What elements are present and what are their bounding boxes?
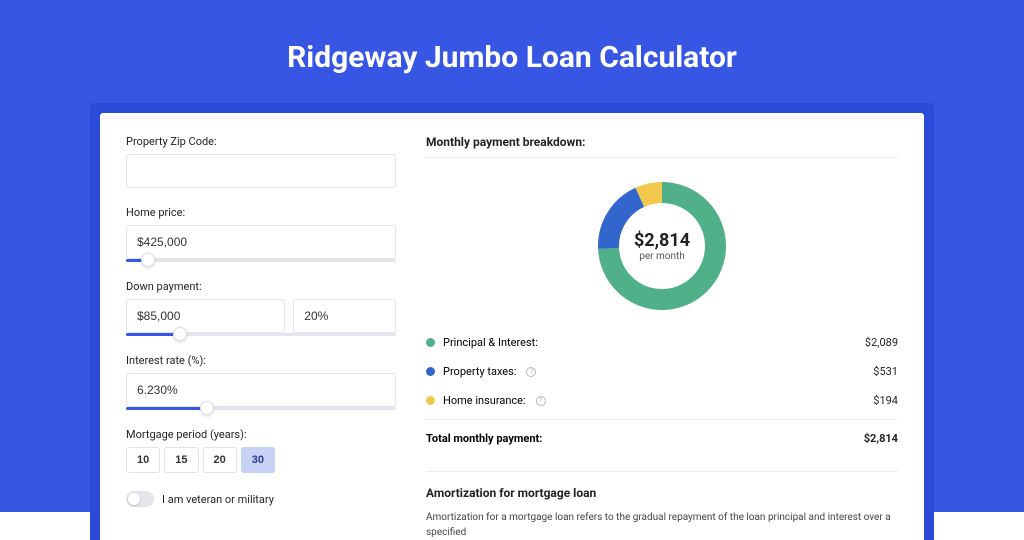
home-price-slider[interactable] [126,259,396,262]
field-zip: Property Zip Code: [126,135,396,188]
page-title: Ridgeway Jumbo Loan Calculator [0,40,1024,75]
total-label: Total monthly payment: [426,432,542,445]
info-icon[interactable]: ? [526,367,536,377]
period-button-30[interactable]: 30 [241,447,275,473]
field-interest: Interest rate (%): [126,354,396,410]
page-background: Ridgeway Jumbo Loan Calculator Property … [0,0,1024,512]
amortization-heading: Amortization for mortgage loan [426,486,898,500]
total-value: $2,814 [864,432,898,445]
legend-dot [426,396,435,405]
donut-center: $2,814 per month [598,182,726,310]
period-button-15[interactable]: 15 [164,447,198,473]
down-payment-slider-thumb[interactable] [173,327,187,341]
legend-row-total: Total monthly payment: $2,814 [426,419,898,453]
legend-label: Home insurance: [443,394,526,407]
zip-input[interactable] [126,154,396,188]
legend-value: $194 [873,394,898,407]
divider [426,471,898,472]
card-frame: Property Zip Code: Home price: Down paym… [90,103,934,540]
donut-chart-wrap: $2,814 per month [426,172,898,328]
interest-input[interactable] [126,373,396,407]
interest-slider[interactable] [126,407,396,410]
legend-row: Home insurance:? $194 [426,386,898,415]
field-period: Mortgage period (years): 10152030 [126,428,396,473]
divider [426,157,898,158]
field-home-price: Home price: [126,206,396,262]
form-column: Property Zip Code: Home price: Down paym… [126,135,396,540]
legend: Principal & Interest: $2,089 Property taxe… [426,328,898,415]
field-down-payment: Down payment: [126,280,396,336]
home-price-slider-thumb[interactable] [141,253,155,267]
donut-value: $2,814 [634,230,690,251]
down-payment-label: Down payment: [126,280,396,293]
info-icon[interactable]: ? [536,396,546,406]
down-payment-input[interactable] [126,299,285,333]
veteran-label: I am veteran or military [162,493,274,506]
legend-value: $531 [873,365,898,378]
field-veteran: I am veteran or military [126,491,396,507]
interest-label: Interest rate (%): [126,354,396,367]
period-options: 10152030 [126,447,396,473]
donut-chart: $2,814 per month [598,182,726,310]
amortization-text: Amortization for a mortgage loan refers … [426,510,898,540]
home-price-input[interactable] [126,225,396,259]
interest-slider-thumb[interactable] [200,401,214,415]
donut-sub: per month [639,251,685,262]
calculator-card: Property Zip Code: Home price: Down paym… [100,113,924,540]
down-payment-slider[interactable] [126,333,396,336]
down-payment-slider-fill [126,333,180,336]
legend-row: Property taxes:? $531 [426,357,898,386]
legend-label: Property taxes: [443,365,516,378]
legend-label: Principal & Interest: [443,336,538,349]
breakdown-heading: Monthly payment breakdown: [426,135,898,149]
legend-dot [426,367,435,376]
down-payment-pct-input[interactable] [293,299,396,333]
legend-dot [426,338,435,347]
period-label: Mortgage period (years): [126,428,396,441]
period-button-20[interactable]: 20 [203,447,237,473]
zip-label: Property Zip Code: [126,135,396,148]
legend-value: $2,089 [865,336,898,349]
home-price-label: Home price: [126,206,396,219]
breakdown-column: Monthly payment breakdown: $2,814 per mo… [426,135,898,540]
amortization-section: Amortization for mortgage loan Amortizat… [426,471,898,540]
interest-slider-fill [126,407,207,410]
legend-row: Principal & Interest: $2,089 [426,328,898,357]
period-button-10[interactable]: 10 [126,447,160,473]
veteran-toggle[interactable] [126,491,154,507]
